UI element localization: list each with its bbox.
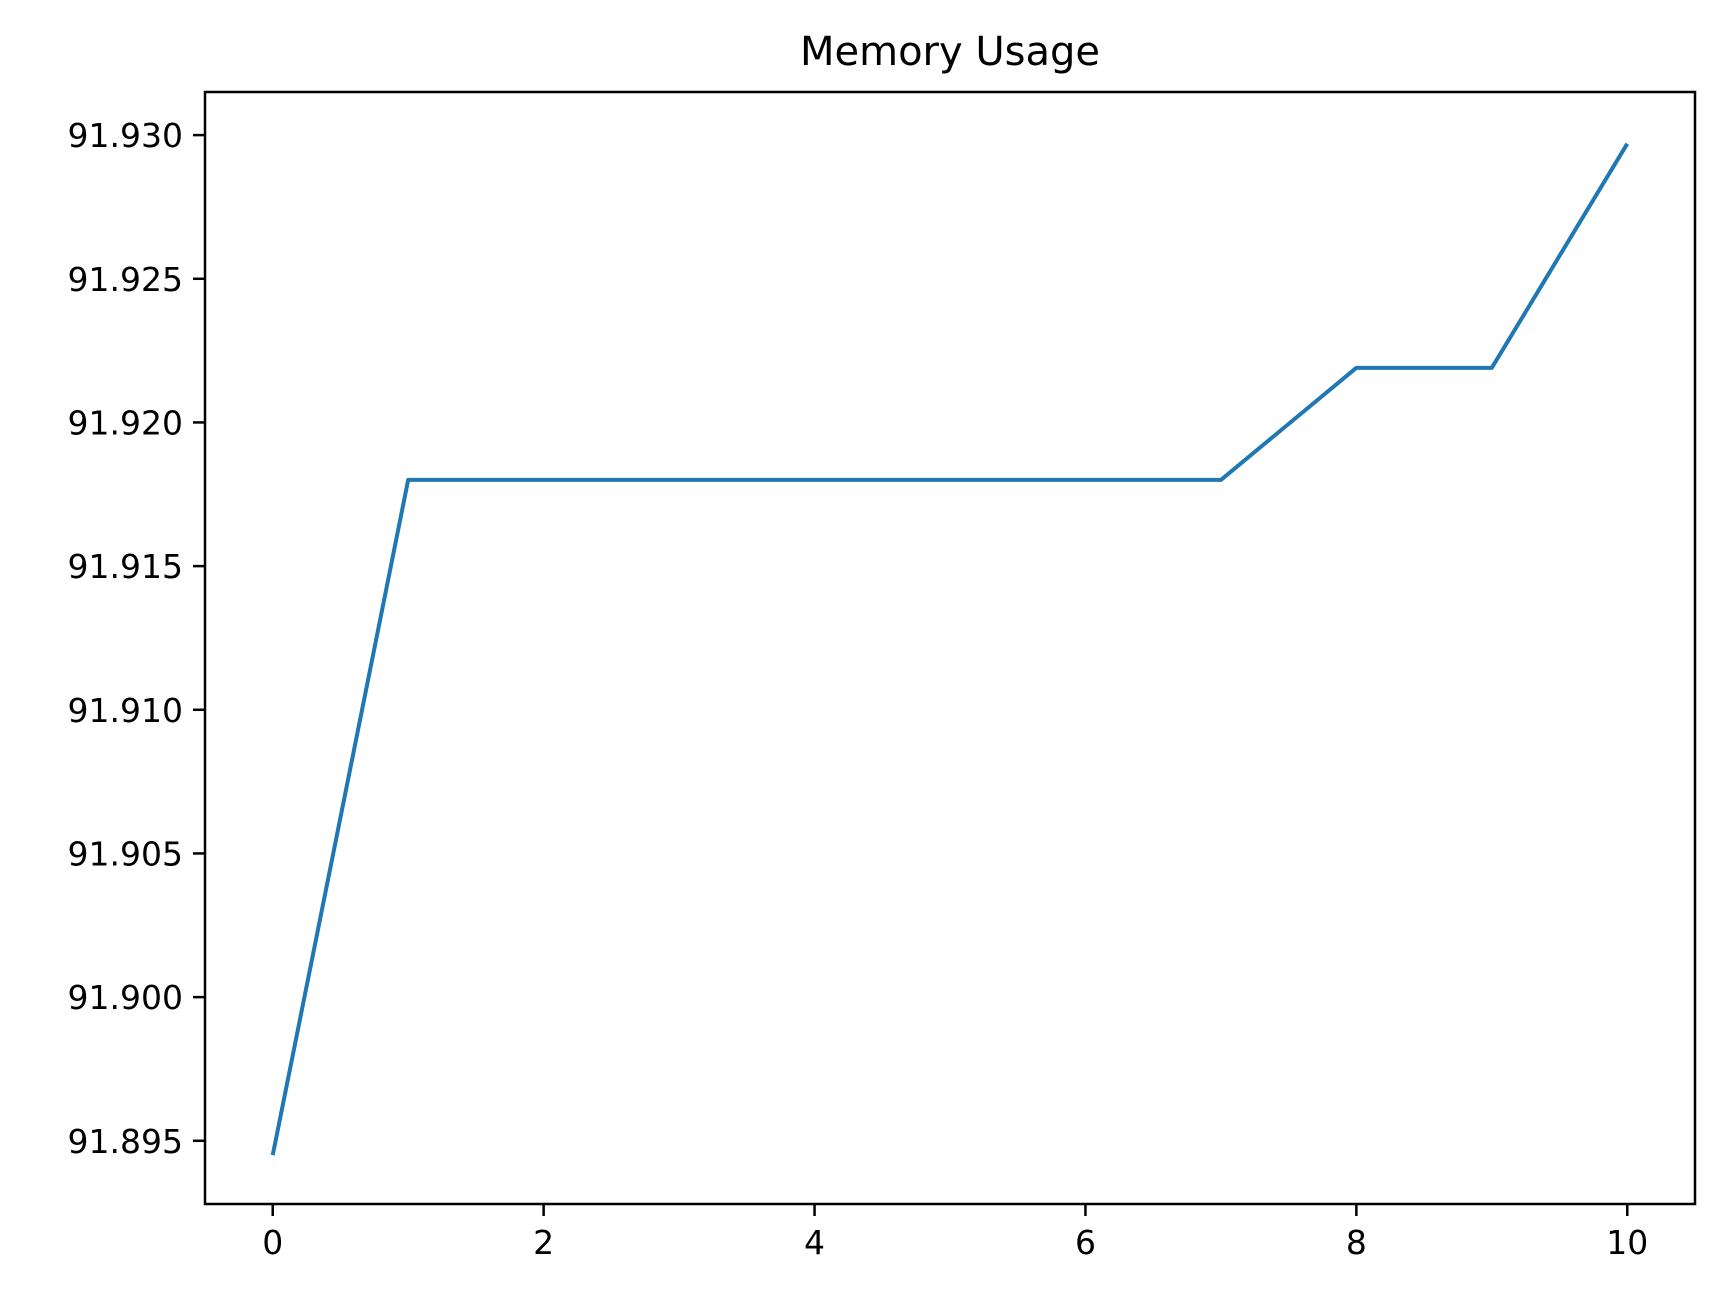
x-tick-label: 2	[533, 1223, 554, 1262]
y-tick-label: 91.925	[68, 260, 183, 299]
y-tick-label: 91.915	[68, 547, 183, 586]
x-axis: 0 2 4 6 8 10	[262, 1204, 1648, 1262]
y-tick-label: 91.900	[68, 978, 183, 1017]
series-line	[270, 142, 1629, 1156]
y-tick-label: 91.895	[68, 1122, 183, 1161]
plot-area	[203, 90, 1697, 1206]
series-layer	[270, 142, 1629, 1156]
x-tick-label: 6	[1075, 1223, 1096, 1262]
y-tick-label: 91.930	[68, 116, 183, 155]
x-tick-label: 4	[804, 1223, 825, 1262]
chart-title: Memory Usage	[800, 29, 1100, 75]
y-tick-label: 91.920	[68, 403, 183, 442]
x-tick-label: 10	[1606, 1223, 1648, 1262]
x-tick-label: 8	[1346, 1223, 1367, 1262]
y-axis: 91.895 91.900 91.905 91.910 91.915 91.920 91.9…	[68, 116, 205, 1161]
y-tick-label: 91.905	[68, 834, 183, 873]
y-tick-label: 91.910	[68, 691, 183, 730]
x-tick-label: 0	[262, 1223, 283, 1262]
